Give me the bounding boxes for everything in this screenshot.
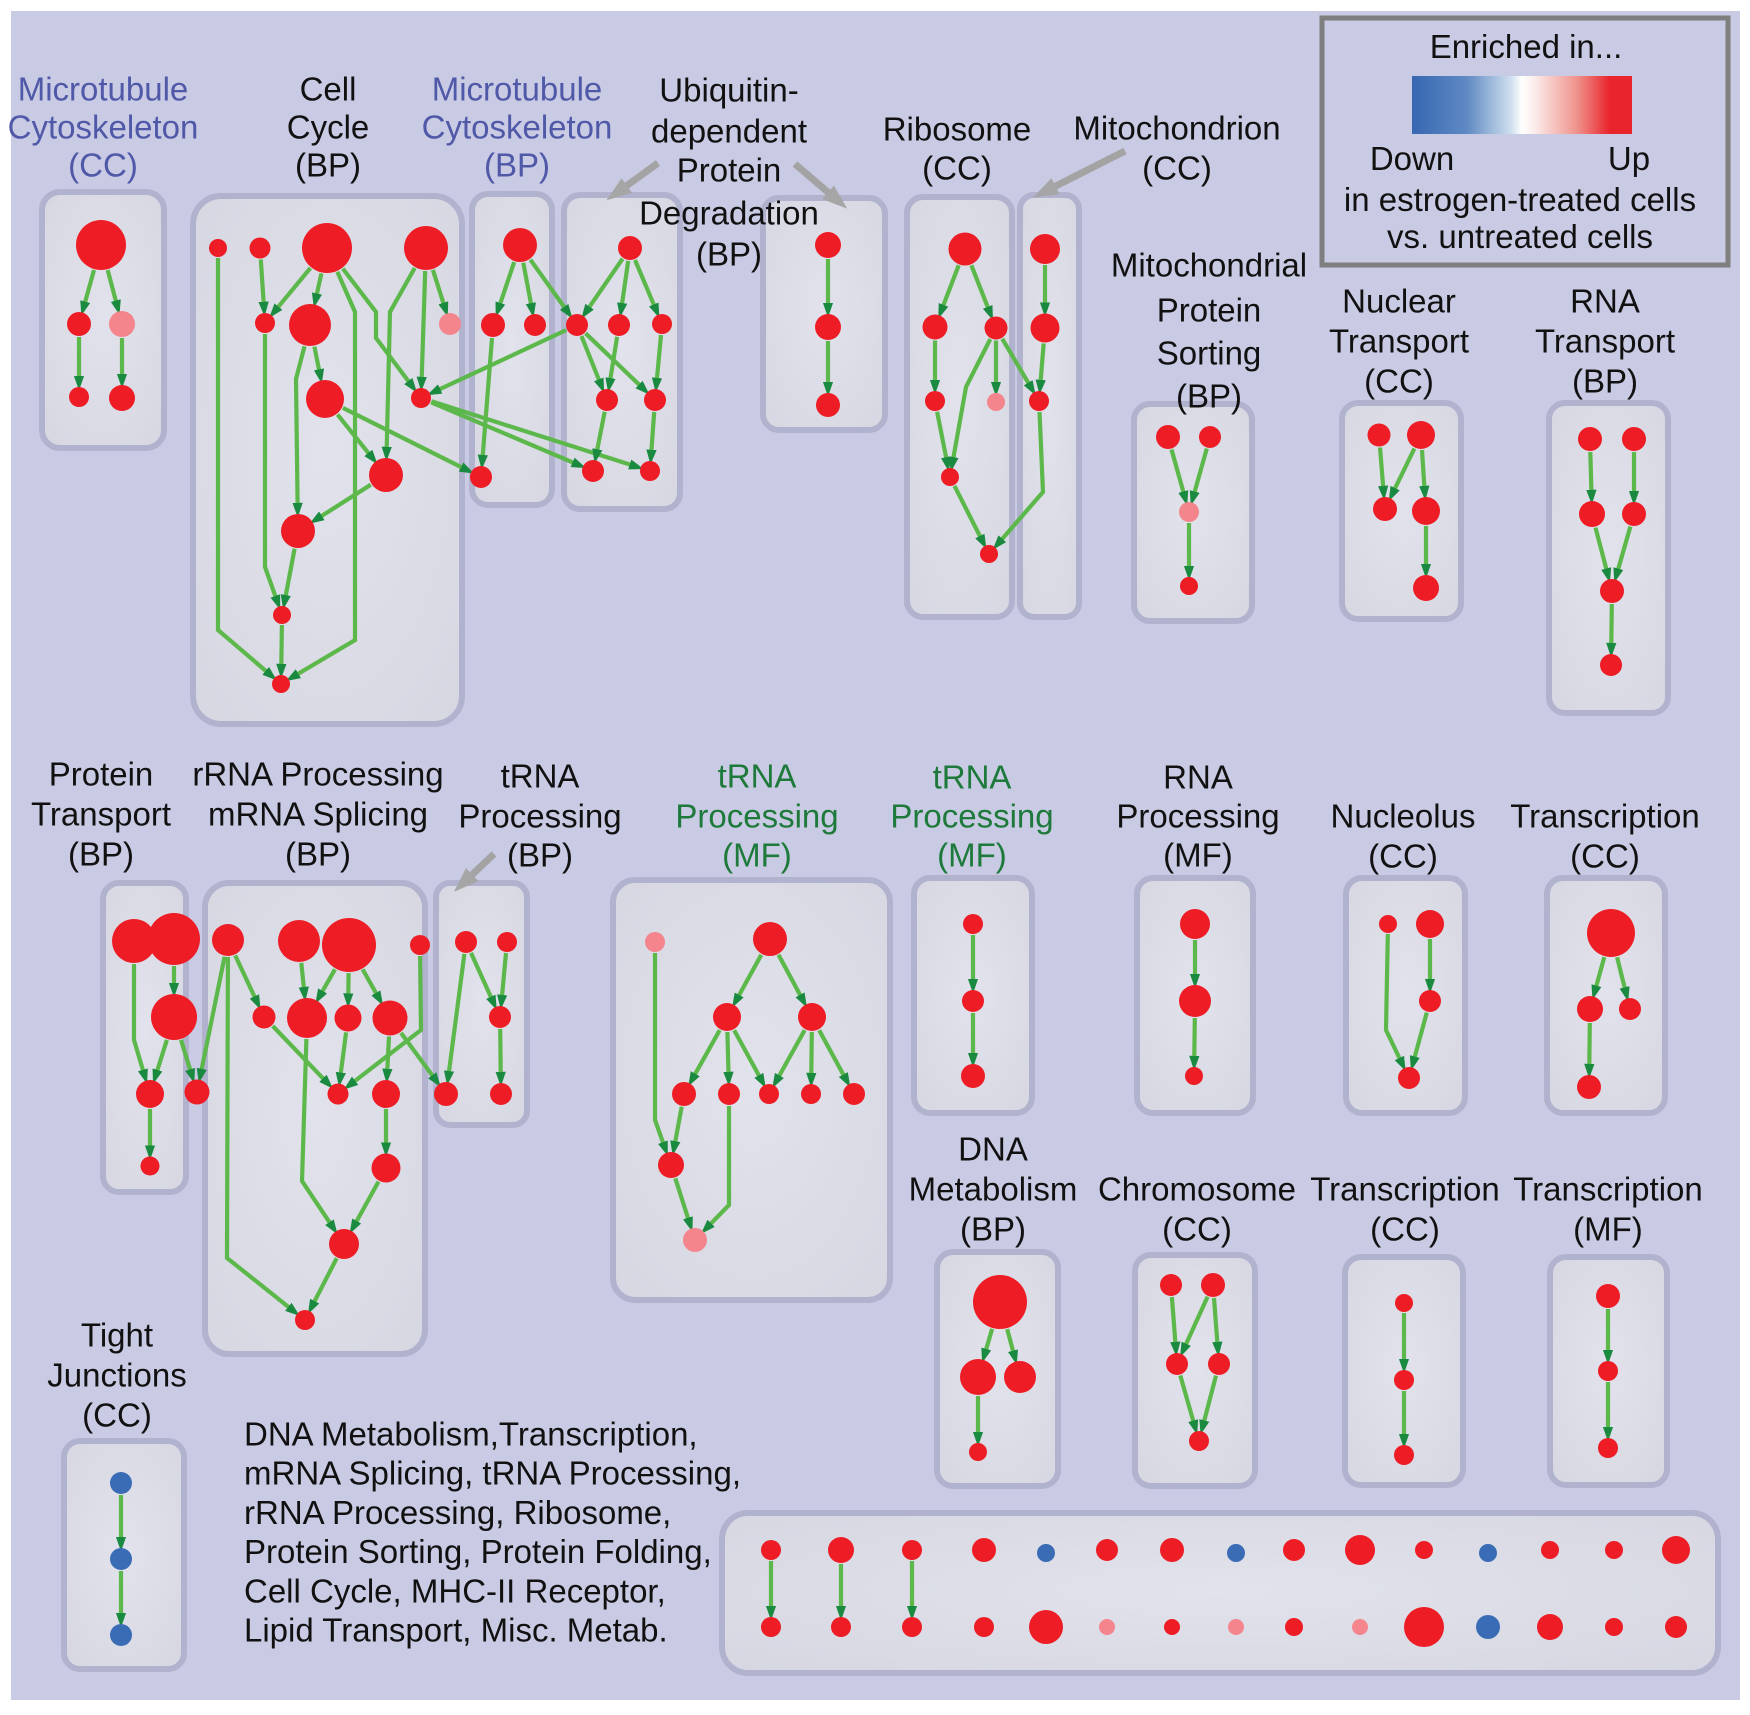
svg-text:Protein: Protein (49, 756, 154, 793)
svg-text:Ribosome: Ribosome (883, 111, 1032, 148)
svg-text:(BP): (BP) (696, 236, 762, 273)
svg-text:RNA: RNA (1163, 759, 1233, 796)
svg-text:mRNA Splicing, tRNA Processing: mRNA Splicing, tRNA Processing, (244, 1455, 741, 1492)
svg-text:(CC): (CC) (1368, 838, 1438, 875)
svg-text:tRNA: tRNA (718, 758, 797, 795)
svg-text:Transport: Transport (31, 796, 171, 833)
svg-text:Up: Up (1608, 140, 1650, 177)
svg-text:(BP): (BP) (507, 837, 573, 874)
svg-text:Degradation: Degradation (639, 195, 819, 232)
svg-text:Cell: Cell (300, 71, 357, 108)
svg-text:Nuclear: Nuclear (1342, 283, 1456, 320)
svg-text:(CC): (CC) (1364, 363, 1434, 400)
svg-text:(CC): (CC) (1370, 1211, 1440, 1248)
svg-text:(CC): (CC) (1142, 150, 1212, 187)
svg-text:Processing: Processing (675, 798, 838, 835)
svg-text:Cell Cycle, MHC-II Receptor,: Cell Cycle, MHC-II Receptor, (244, 1572, 666, 1609)
svg-text:mRNA Splicing: mRNA Splicing (208, 796, 428, 833)
svg-text:Tight: Tight (81, 1317, 153, 1354)
svg-text:RNA: RNA (1570, 283, 1640, 320)
svg-text:Chromosome: Chromosome (1098, 1171, 1296, 1208)
svg-text:(CC): (CC) (68, 147, 138, 184)
svg-text:Transport: Transport (1535, 323, 1675, 360)
svg-text:Mitochondrion: Mitochondrion (1073, 110, 1280, 147)
svg-text:(CC): (CC) (922, 150, 992, 187)
svg-text:(BP): (BP) (285, 836, 351, 873)
svg-text:rRNA Processing, Ribosome,: rRNA Processing, Ribosome, (244, 1494, 671, 1531)
svg-text:(CC): (CC) (82, 1397, 152, 1434)
svg-text:Sorting: Sorting (1157, 335, 1262, 372)
svg-text:in estrogen-treated cells: in estrogen-treated cells (1344, 181, 1696, 218)
svg-text:Mitochondrial: Mitochondrial (1111, 247, 1307, 284)
svg-text:Processing: Processing (458, 798, 621, 835)
svg-text:DNA Metabolism,Transcription,: DNA Metabolism,Transcription, (244, 1416, 698, 1453)
svg-text:(BP): (BP) (1572, 363, 1638, 400)
svg-text:(MF): (MF) (1573, 1211, 1643, 1248)
svg-text:Protein: Protein (677, 152, 782, 189)
svg-text:tRNA: tRNA (501, 758, 580, 795)
svg-text:Processing: Processing (1116, 798, 1279, 835)
svg-text:(CC): (CC) (1162, 1211, 1232, 1248)
svg-text:(BP): (BP) (68, 836, 134, 873)
svg-text:(BP): (BP) (295, 147, 361, 184)
svg-text:Metabolism: Metabolism (909, 1171, 1078, 1208)
svg-text:Cytoskeleton: Cytoskeleton (8, 109, 199, 146)
svg-text:dependent: dependent (651, 113, 807, 150)
svg-text:Enriched in...: Enriched in... (1430, 28, 1623, 65)
svg-text:Transcription: Transcription (1310, 1171, 1500, 1208)
svg-text:vs. untreated cells: vs. untreated cells (1387, 218, 1653, 255)
svg-text:Cytoskeleton: Cytoskeleton (422, 109, 613, 146)
svg-text:Nucleolus: Nucleolus (1331, 798, 1476, 835)
svg-text:tRNA: tRNA (933, 759, 1012, 796)
svg-text:Protein: Protein (1157, 292, 1262, 329)
svg-text:(BP): (BP) (1176, 378, 1242, 415)
svg-text:Transcription: Transcription (1513, 1171, 1703, 1208)
svg-text:Lipid Transport, Misc. Metab.: Lipid Transport, Misc. Metab. (244, 1612, 668, 1649)
svg-text:rRNA Processing: rRNA Processing (192, 756, 443, 793)
svg-text:Protein Sorting, Protein Foldi: Protein Sorting, Protein Folding, (244, 1533, 712, 1570)
svg-text:Down: Down (1370, 140, 1454, 177)
svg-text:Transcription: Transcription (1510, 798, 1700, 835)
svg-text:Processing: Processing (890, 798, 1053, 835)
svg-text:(MF): (MF) (937, 837, 1007, 874)
svg-text:(CC): (CC) (1570, 838, 1640, 875)
svg-text:(BP): (BP) (960, 1211, 1026, 1248)
svg-text:(MF): (MF) (1163, 837, 1233, 874)
svg-text:Microtubule: Microtubule (432, 71, 603, 108)
svg-text:DNA: DNA (958, 1131, 1028, 1168)
svg-text:(MF): (MF) (722, 837, 792, 874)
svg-text:Junctions: Junctions (47, 1357, 186, 1394)
svg-text:(BP): (BP) (484, 147, 550, 184)
svg-text:Transport: Transport (1329, 323, 1469, 360)
svg-text:Cycle: Cycle (287, 109, 370, 146)
svg-text:Microtubule: Microtubule (18, 71, 189, 108)
svg-text:Ubiquitin-: Ubiquitin- (659, 72, 798, 109)
